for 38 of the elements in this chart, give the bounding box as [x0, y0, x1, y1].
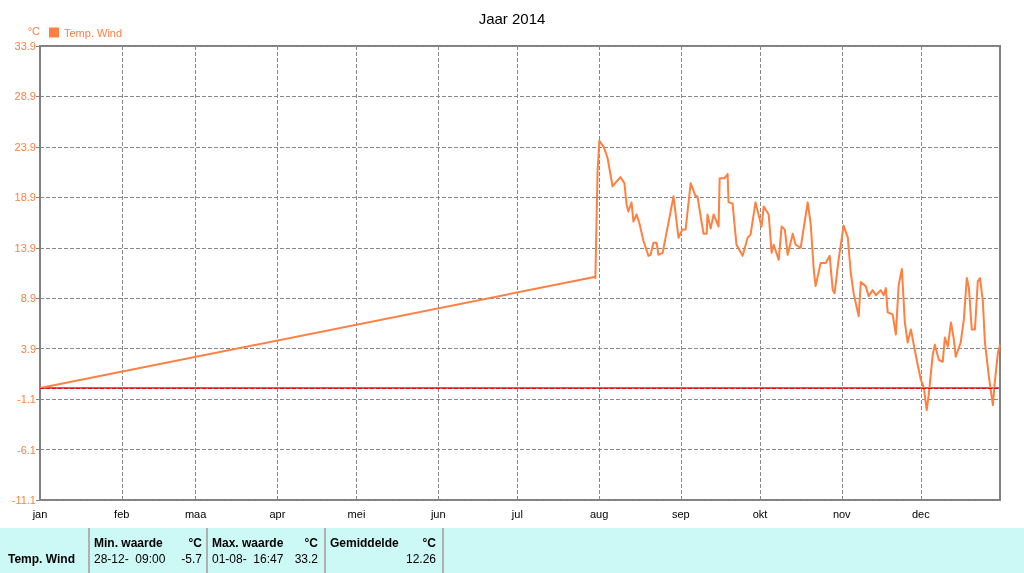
- text: 33.2: [294, 552, 318, 566]
- text: Temp. Wind: [8, 552, 76, 566]
- x-tick-label: aug: [589, 507, 609, 520]
- text: 28-12- 09:00: [94, 552, 166, 566]
- y-tick-label: 28.9: [14, 90, 36, 103]
- text: -5.7: [181, 552, 202, 566]
- text: °C: [187, 536, 202, 550]
- y-axis-title: °C: [27, 24, 41, 37]
- x-tick-label: jun: [429, 507, 446, 520]
- y-tick-label: 13.9: [14, 241, 36, 254]
- text: °C: [303, 536, 318, 550]
- text: Max. waarde: [212, 536, 285, 550]
- x-tick-label: dec: [912, 507, 931, 520]
- text: Min. waarde: [94, 536, 164, 550]
- y-tick-label: 18.9: [14, 191, 36, 204]
- x-tick-label: jul: [510, 507, 523, 520]
- text: 12.26: [404, 552, 436, 566]
- y-tick-label: -1.1: [17, 393, 36, 406]
- text: 01-08- 16:47: [212, 552, 284, 566]
- y-tick-label: 3.9: [20, 342, 36, 355]
- x-tick-label: mei: [347, 507, 366, 520]
- x-tick-label: feb: [114, 507, 130, 520]
- chart-title: Jaar 2014: [478, 10, 546, 27]
- x-tick-label: maa: [184, 507, 208, 520]
- x-tick-label: nov: [832, 507, 852, 520]
- line-series: [39, 139, 1001, 412]
- legend-label: Temp. Wind: [64, 26, 123, 39]
- x-tick-label: sep: [672, 507, 690, 520]
- x-tick-label: okt: [752, 507, 768, 520]
- y-tick-label: -11.1: [11, 494, 36, 506]
- y-tick-label: 33.9: [14, 40, 36, 52]
- text: Gemiddelde: [330, 536, 400, 550]
- y-tick-label: 23.9: [14, 140, 36, 153]
- y-tick-label: -6.1: [17, 443, 36, 456]
- x-tick-label: jan: [31, 507, 48, 520]
- text: °C: [421, 536, 436, 550]
- y-tick-label: 8.9: [20, 292, 36, 305]
- x-tick-label: apr: [269, 507, 286, 520]
